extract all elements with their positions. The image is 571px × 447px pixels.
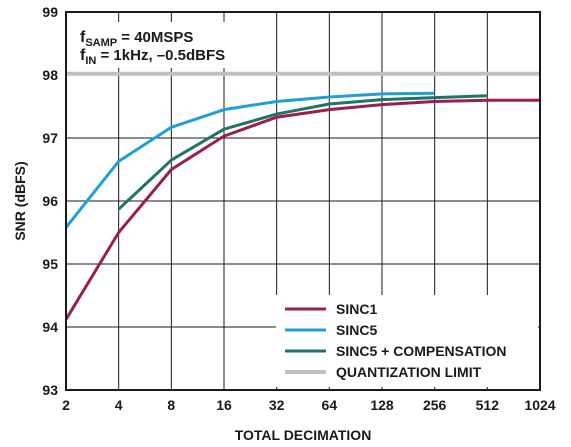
series-line-sinc5-compensation bbox=[117, 94, 488, 211]
x-tick-16: 16 bbox=[216, 397, 232, 413]
annotation-f-1: f bbox=[80, 29, 86, 46]
conditions-annotation: fSAMP = 40MSPS fIN = 1kHz, –0.5dBFS bbox=[70, 22, 250, 68]
x-tick-32: 32 bbox=[269, 397, 285, 413]
annotation-f-2: f bbox=[80, 47, 86, 64]
x-tick-128: 128 bbox=[370, 397, 394, 413]
legend-label-sinc1: SINC1 bbox=[336, 301, 377, 317]
legend-label-quantization-limit: QUANTIZATION LIMIT bbox=[336, 364, 482, 380]
y-tick-labels: 93 94 95 96 97 98 99 bbox=[42, 4, 58, 398]
legend: SINC1 SINC5 SINC5 + COMPENSATION QUANTIZATI… bbox=[276, 295, 538, 387]
x-tick-256: 256 bbox=[423, 397, 447, 413]
y-axis-title: SNR (dBFS) bbox=[12, 161, 28, 240]
annotation-rest-2: = 1kHz, –0.5dBFS bbox=[96, 47, 225, 64]
series-line-sinc5 bbox=[64, 91, 435, 229]
y-tick-98: 98 bbox=[42, 67, 58, 83]
legend-label-sinc5: SINC5 bbox=[336, 322, 377, 338]
x-tick-64: 64 bbox=[322, 397, 338, 413]
x-tick-1024: 1024 bbox=[524, 397, 555, 413]
annotation-sub-1: SAMP bbox=[85, 37, 117, 49]
y-tick-94: 94 bbox=[42, 319, 58, 335]
series-line-sinc1 bbox=[64, 98, 540, 321]
y-tick-99: 99 bbox=[42, 4, 58, 20]
annotation-sub-2: IN bbox=[85, 55, 96, 67]
annotation-line-1: fSAMP = 40MSPS bbox=[80, 29, 193, 49]
annotation-line-2: fIN = 1kHz, –0.5dBFS bbox=[80, 47, 225, 67]
x-axis-title: TOTAL DECIMATION bbox=[235, 427, 372, 443]
plot-frame bbox=[65, 11, 541, 391]
x-tick-labels: 2 4 8 16 32 64 128 256 512 1024 bbox=[62, 397, 556, 413]
y-tick-93: 93 bbox=[42, 382, 58, 398]
y-tick-97: 97 bbox=[42, 130, 58, 146]
x-tick-2: 2 bbox=[62, 397, 70, 413]
annotation-rest-1: = 40MSPS bbox=[117, 29, 193, 46]
x-tick-8: 8 bbox=[167, 397, 175, 413]
y-tick-96: 96 bbox=[42, 193, 58, 209]
x-tick-4: 4 bbox=[115, 397, 123, 413]
y-tick-95: 95 bbox=[42, 256, 58, 272]
series-lines bbox=[64, 71, 540, 321]
legend-label-sinc5-compensation: SINC5 + COMPENSATION bbox=[336, 343, 507, 359]
x-tick-512: 512 bbox=[476, 397, 500, 413]
annotation-background bbox=[70, 22, 250, 68]
